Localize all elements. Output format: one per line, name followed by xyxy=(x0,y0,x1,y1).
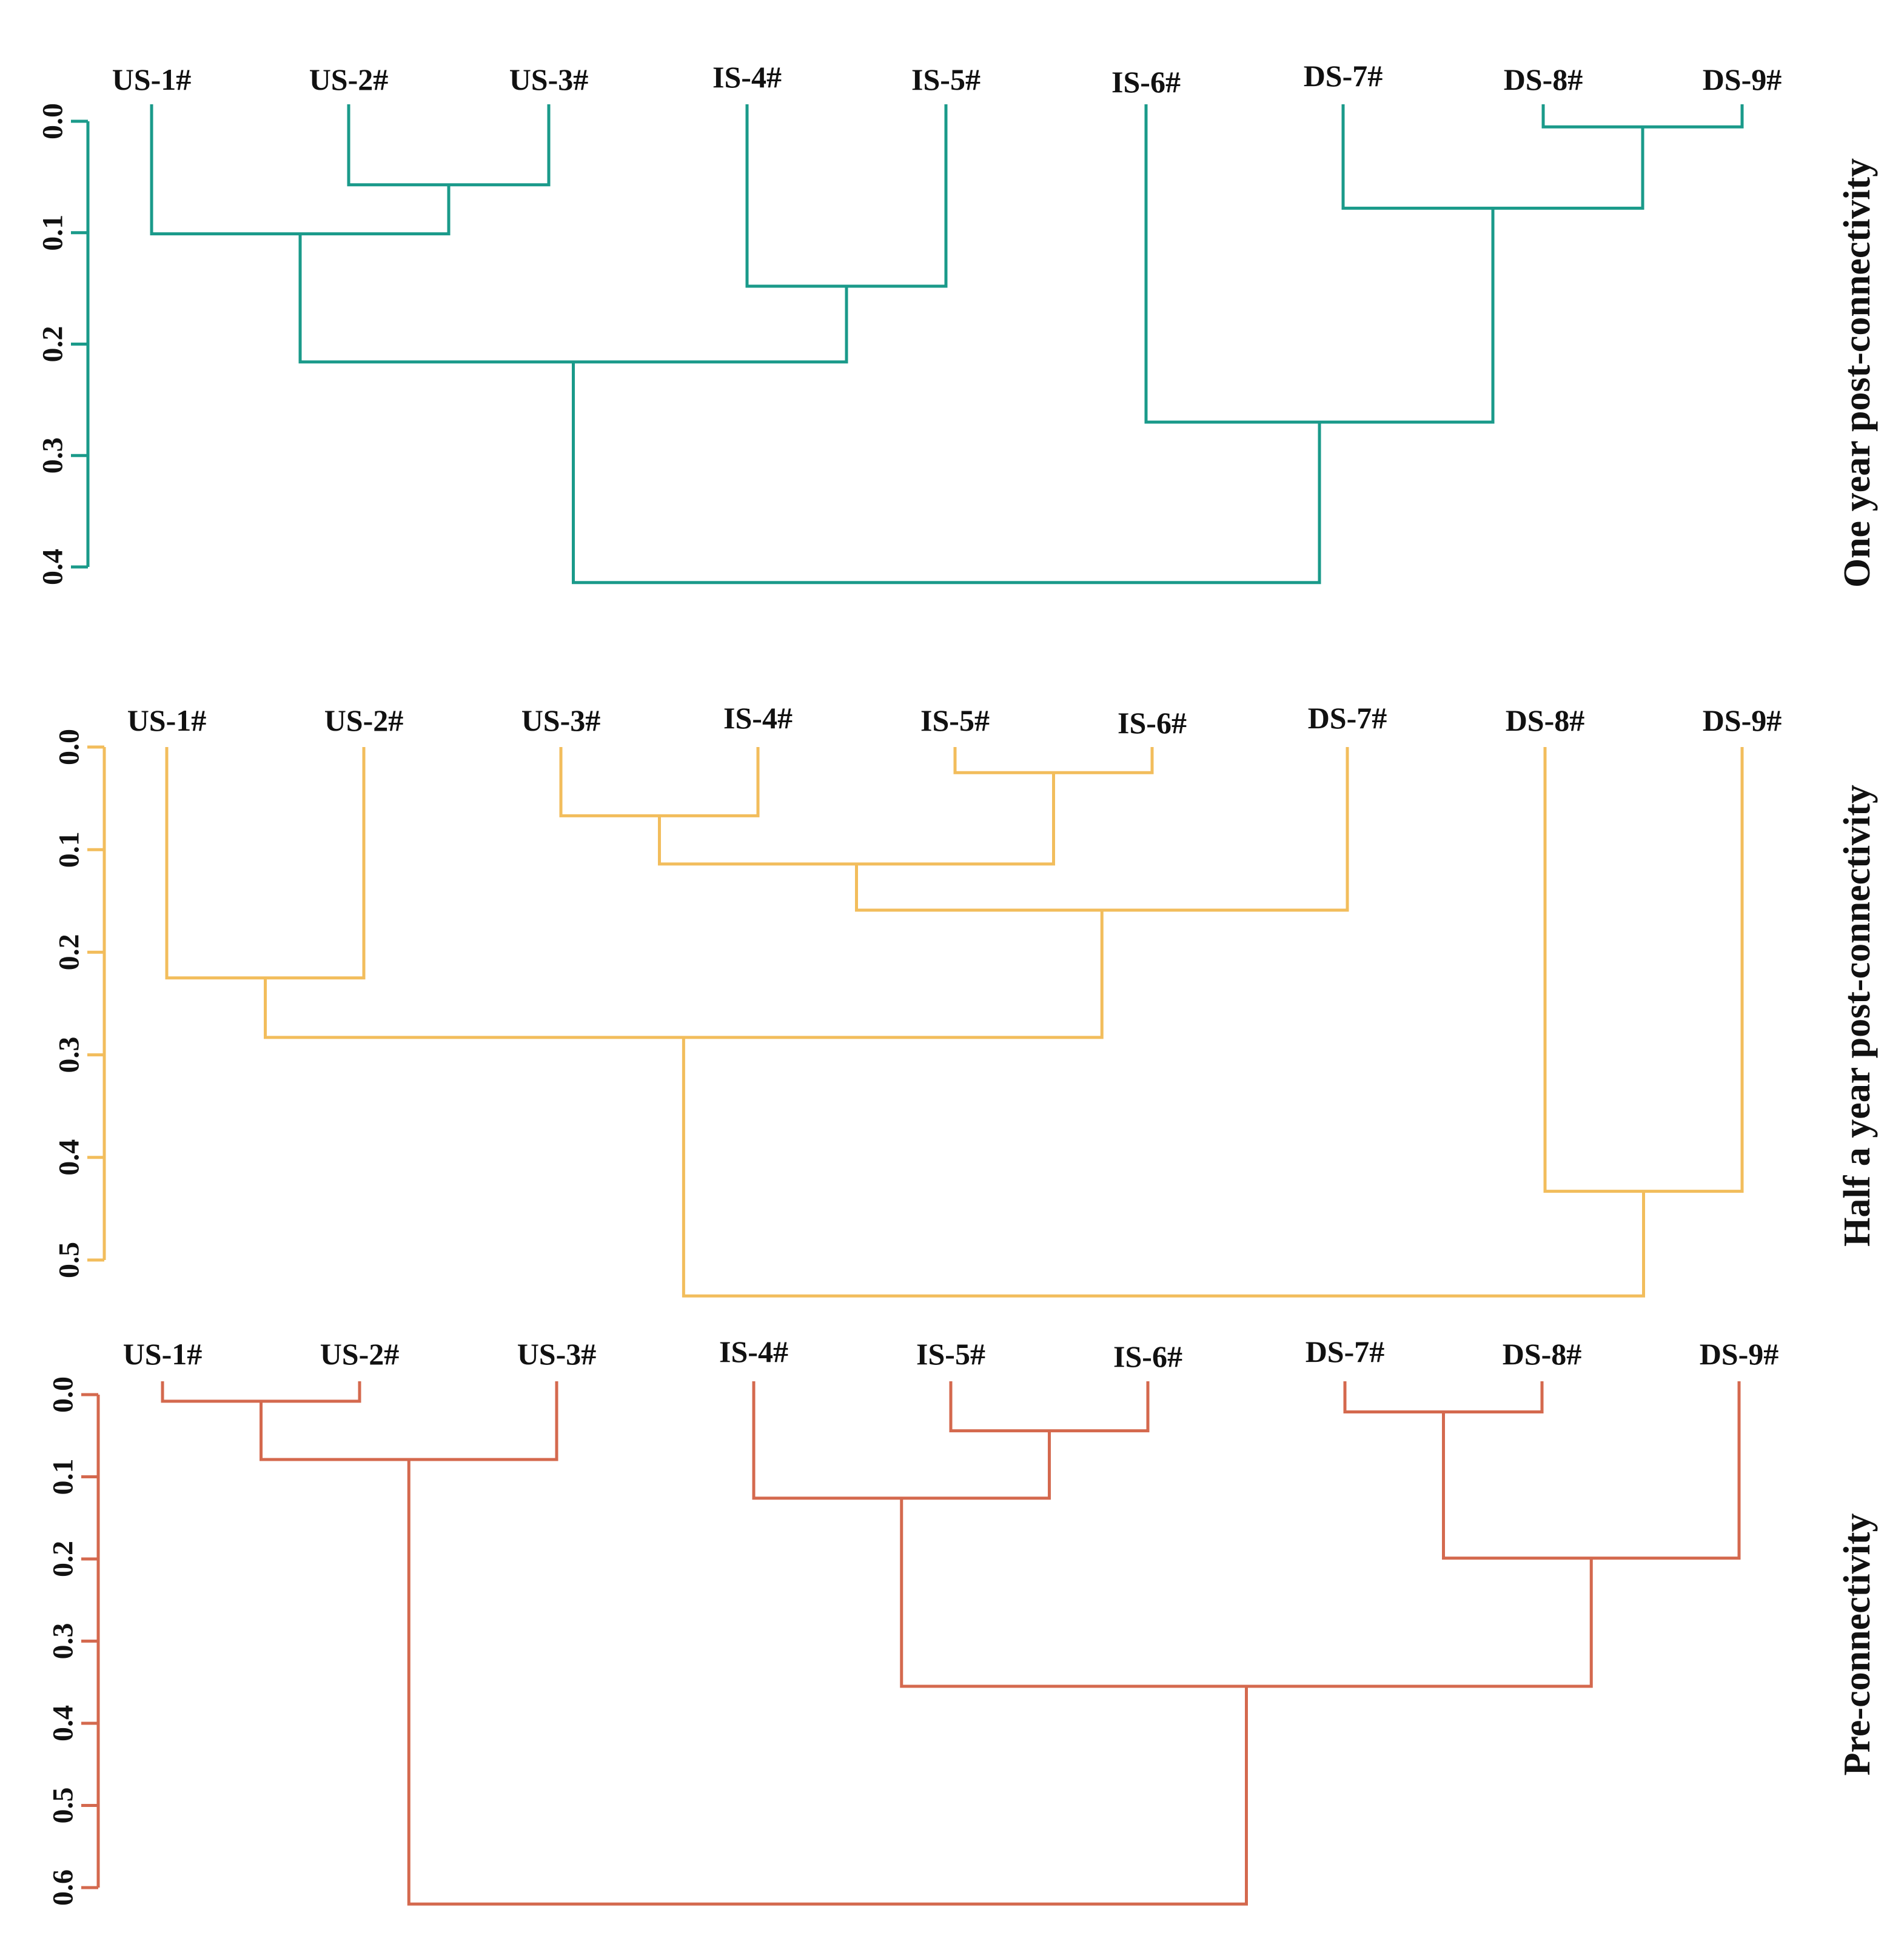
merge-link-5 xyxy=(752,1381,1051,1500)
leaf-label-is-4: IS-4# xyxy=(719,1335,788,1369)
leaf-label-is-5: IS-5# xyxy=(920,703,990,737)
y-tick-label: 0.4 xyxy=(37,549,69,585)
leaf-label-us-2: US-2# xyxy=(324,703,404,737)
leaf-label-us-3: US-3# xyxy=(517,1337,597,1371)
leaf-label-is-5: IS-5# xyxy=(916,1337,985,1371)
leaf-label-ds-9: DS-9# xyxy=(1703,703,1782,737)
leaf-label-us-2: US-2# xyxy=(309,62,389,96)
merge-link-1 xyxy=(1541,104,1744,129)
leaf-label-us-1: US-1# xyxy=(123,1337,203,1371)
leaf-label-us-3: US-3# xyxy=(521,703,601,737)
y-tick-label: 0.2 xyxy=(53,934,85,970)
y-tick-label: 0.0 xyxy=(53,729,85,765)
leaf-label-ds-8: DS-8# xyxy=(1503,1337,1582,1371)
merge-link-2 xyxy=(559,747,760,817)
merge-link-3 xyxy=(949,1381,1150,1433)
y-tick-label: 0.0 xyxy=(47,1376,79,1413)
merge-link-5 xyxy=(745,104,948,288)
panel-title: Half a year post-connectivity xyxy=(1837,785,1878,1247)
merge-link-8 xyxy=(682,1037,1645,1298)
merge-link-5 xyxy=(165,747,366,980)
y-tick-label: 0.3 xyxy=(37,437,69,474)
leaf-label-is-5: IS-5# xyxy=(911,62,980,96)
merge-link-3 xyxy=(1341,104,1644,210)
y-tick-label: 0.1 xyxy=(37,215,69,251)
merge-link-8 xyxy=(572,361,1321,585)
panel-title: Pre-connectivity xyxy=(1837,1513,1878,1776)
leaf-label-us-2: US-2# xyxy=(320,1337,400,1371)
merge-link-2 xyxy=(1343,1381,1544,1413)
y-tick-label: 0.5 xyxy=(53,1242,85,1278)
merge-link-1 xyxy=(953,747,1154,774)
merge-link-6 xyxy=(298,233,848,364)
y-axis: 0.0 0.1 0.2 0.3 0.4 0.5 0.6 xyxy=(47,1376,100,1906)
dendrogram-panel-1: US-1# US-2# US-3# IS-4# IS-5# IS-6# DS-7# DS-8#… xyxy=(37,59,1879,588)
leaf-label-us-1: US-1# xyxy=(112,62,192,96)
leaf-label-ds-7: DS-7# xyxy=(1304,59,1383,93)
y-tick-label: 0.3 xyxy=(47,1623,79,1660)
leaf-label-is-4: IS-4# xyxy=(723,701,793,735)
dendrogram-panel-2: US-1# US-2# US-3# IS-4# IS-5# IS-6# DS-7# DS-8#… xyxy=(53,701,1878,1298)
leaf-label-is-6: IS-6# xyxy=(1113,1339,1182,1373)
leaf-label-is-6: IS-6# xyxy=(1118,706,1187,740)
y-tick-label: 0.5 xyxy=(47,1788,79,1824)
leaf-label-ds-8: DS-8# xyxy=(1504,62,1583,96)
panel-title: One year post-connectivity xyxy=(1837,158,1878,588)
y-tick-label: 0.2 xyxy=(37,326,69,363)
merge-link-2 xyxy=(347,104,551,187)
leaf-label-ds-7: DS-7# xyxy=(1306,1335,1385,1369)
leaf-label-us-1: US-1# xyxy=(127,703,207,737)
y-tick-label: 0.0 xyxy=(37,103,69,139)
leaf-label-us-3: US-3# xyxy=(509,62,589,96)
y-tick-label: 0.6 xyxy=(47,1869,79,1906)
merge-link-6 xyxy=(1442,1381,1741,1560)
dendrogram-panel-3: US-1# US-2# US-3# IS-4# IS-5# IS-6# DS-7# DS-8#… xyxy=(47,1335,1879,1906)
merge-link-7 xyxy=(1144,104,1495,424)
merge-link-4 xyxy=(150,104,451,236)
leaf-label-ds-7: DS-7# xyxy=(1308,701,1387,735)
leaf-label-ds-9: DS-9# xyxy=(1703,62,1782,96)
y-tick-label: 0.2 xyxy=(47,1541,79,1577)
merge-link-6 xyxy=(264,910,1104,1039)
merge-link-7 xyxy=(900,1498,1593,1688)
leaf-label-ds-9: DS-9# xyxy=(1700,1337,1779,1371)
y-axis: 0.0 0.1 0.2 0.3 0.4 xyxy=(37,103,90,585)
leaf-label-is-6: IS-6# xyxy=(1111,65,1181,99)
y-tick-label: 0.3 xyxy=(53,1037,85,1073)
y-tick-label: 0.1 xyxy=(47,1459,79,1495)
y-tick-label: 0.1 xyxy=(53,831,85,868)
merge-link-4 xyxy=(260,1381,558,1461)
merge-link-3 xyxy=(658,773,1055,866)
leaf-label-ds-8: DS-8# xyxy=(1506,703,1585,737)
merge-link-8 xyxy=(407,1460,1248,1906)
merge-link-7 xyxy=(1543,747,1744,1193)
y-tick-label: 0.4 xyxy=(47,1705,79,1741)
merge-link-1 xyxy=(161,1381,361,1403)
y-tick-label: 0.4 xyxy=(53,1139,85,1176)
leaf-label-is-4: IS-4# xyxy=(712,60,782,94)
y-axis: 0.0 0.1 0.2 0.3 0.4 0.5 xyxy=(53,729,106,1278)
